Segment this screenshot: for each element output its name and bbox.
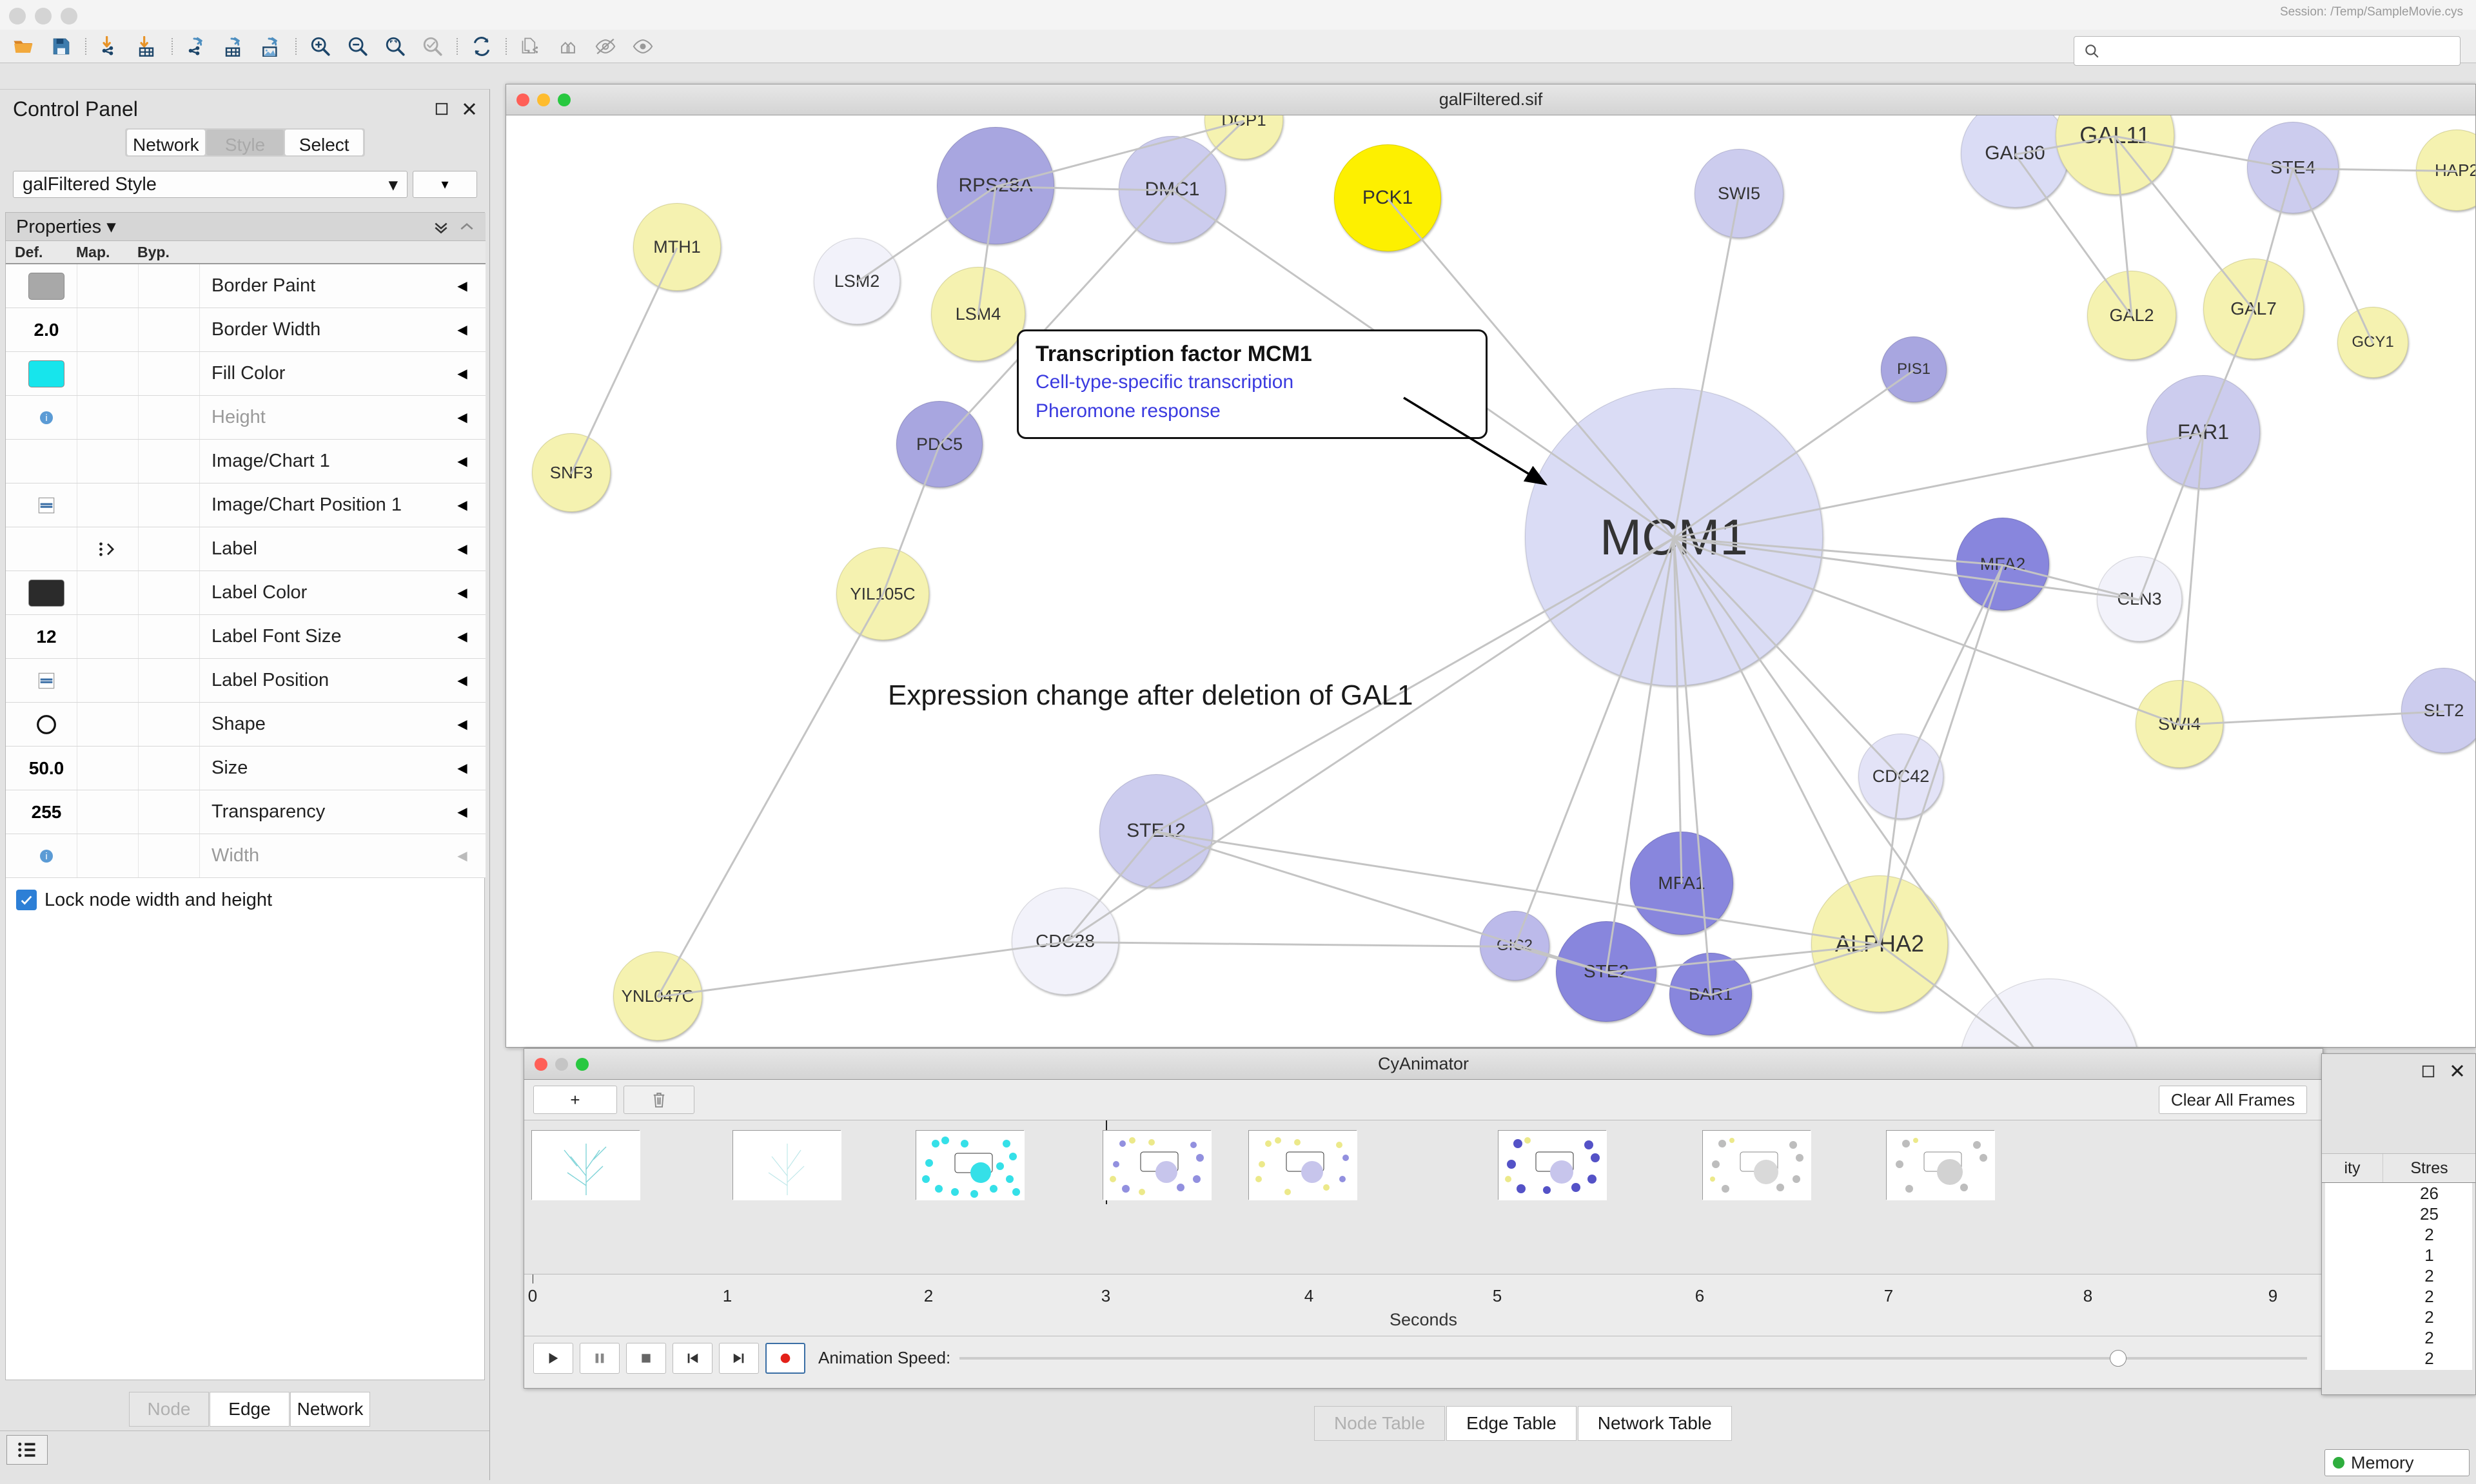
svg-text:i: i [45, 413, 47, 424]
svg-text:i: i [45, 851, 47, 862]
